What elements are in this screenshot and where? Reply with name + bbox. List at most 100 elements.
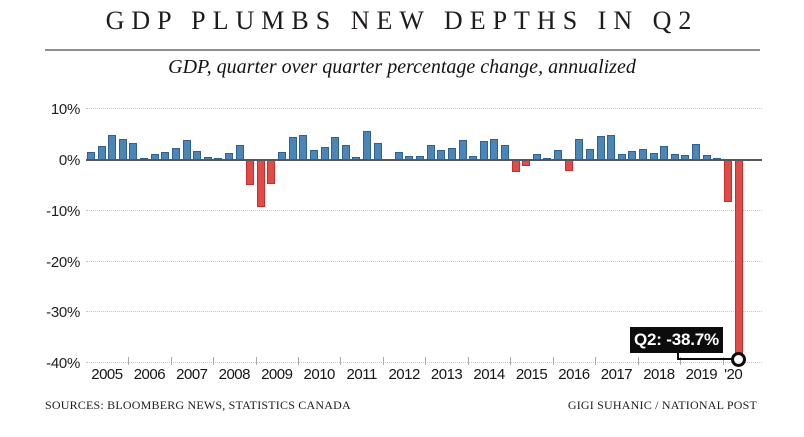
bar-2018-q1 <box>638 149 647 160</box>
x-axis-year-label: 2005 <box>91 366 123 383</box>
bar-2011-q4 <box>373 143 382 160</box>
bar-2008-q4 <box>246 160 255 185</box>
y-axis-label: -20% <box>46 253 80 271</box>
bar-2019-q2 <box>692 143 701 160</box>
year-tick <box>213 357 215 365</box>
bar-2005-q3 <box>108 134 117 160</box>
gridline <box>86 209 762 211</box>
bar-2009-q1 <box>256 160 265 207</box>
y-axis-label: -10% <box>46 202 80 220</box>
x-axis-year-label: '20 <box>724 366 743 383</box>
bar-2014-q1 <box>469 155 478 160</box>
bar-2017-q2 <box>607 135 616 160</box>
x-axis-year-label: 2016 <box>558 366 590 383</box>
zero-axis-line <box>86 158 762 161</box>
x-axis-year-label: 2011 <box>346 366 378 383</box>
bar-2009-q4 <box>288 136 297 160</box>
year-tick <box>510 357 512 365</box>
bar-2014-q3 <box>490 138 499 160</box>
bar-2010-q1 <box>299 135 308 160</box>
bar-2006-q1 <box>129 143 138 160</box>
bar-2010-q2 <box>309 149 318 160</box>
bar-2019-q3 <box>702 154 711 160</box>
bar-2017-q3 <box>617 153 626 160</box>
bar-2006-q4 <box>161 151 170 160</box>
gridline <box>86 311 762 313</box>
y-axis-label: -40% <box>46 355 80 373</box>
x-axis-year-label: 2012 <box>388 366 420 383</box>
x-axis-year-label: 2019 <box>685 366 718 383</box>
year-tick <box>680 357 682 365</box>
bar-2016-q2 <box>564 160 573 171</box>
x-axis-year-label: 2009 <box>261 366 293 383</box>
year-tick <box>382 357 384 365</box>
x-axis-year-label: 2010 <box>303 366 336 383</box>
bar-2013-q4 <box>458 139 467 160</box>
bar-2005-q1 <box>87 151 95 160</box>
x-axis-year-label: 2015 <box>515 366 548 383</box>
year-tick <box>637 357 639 365</box>
title-divider <box>45 49 760 51</box>
bar-2013-q3 <box>447 147 456 160</box>
bar-2014-q4 <box>500 145 509 160</box>
year-tick <box>340 357 342 365</box>
x-axis-year-label: 2008 <box>218 366 251 383</box>
x-axis-year-label: 2006 <box>133 366 166 383</box>
footer-sources: SOURCES: BLOOMBERG NEWS, STATISTICS CANA… <box>45 398 351 412</box>
x-axis-year-label: 2018 <box>643 366 675 383</box>
y-axis-label: 10% <box>50 101 80 119</box>
x-axis-year-label: 2017 <box>600 366 633 383</box>
gridline <box>86 260 762 262</box>
bar-2018-q4 <box>670 153 679 160</box>
bar-2015-q1 <box>511 160 520 173</box>
bar-2008-q3 <box>235 145 244 160</box>
callout-connector-horizontal <box>677 358 734 360</box>
bar-2018-q2 <box>649 152 658 160</box>
bar-2016-q1 <box>554 149 563 160</box>
bar-2017-q4 <box>628 150 637 160</box>
bar-2018-q3 <box>660 146 669 160</box>
chart-subtitle: GDP, quarter over quarter percentage cha… <box>168 56 636 78</box>
bar-2007-q3 <box>193 150 202 160</box>
bar-2013-q1 <box>426 145 435 160</box>
bar-2013-q2 <box>437 149 446 160</box>
bar-2010-q4 <box>331 137 340 160</box>
bar-2011-q1 <box>341 145 350 160</box>
bar-2011-q3 <box>362 131 371 160</box>
x-axis-year-label: 2013 <box>430 366 463 383</box>
year-tick <box>595 357 597 365</box>
bar-2020-q1 <box>723 160 732 202</box>
bar-2012-q4 <box>416 155 425 160</box>
y-axis-label: -30% <box>46 304 80 322</box>
callout-connector-vertical <box>677 353 679 360</box>
bar-2006-q3 <box>150 154 159 160</box>
year-tick <box>467 357 469 365</box>
bar-2020-q2 <box>734 160 743 357</box>
bar-2016-q3 <box>575 139 584 160</box>
gridline <box>86 362 762 364</box>
bar-2012-q3 <box>405 155 414 160</box>
callout-circle-marker <box>731 352 746 367</box>
x-axis-year-label: 2014 <box>473 366 505 383</box>
year-tick <box>297 357 299 365</box>
bar-2014-q2 <box>479 140 488 160</box>
bar-2008-q2 <box>224 152 233 160</box>
footer-credit: GIGI SUHANIC / NATIONAL POST <box>567 398 757 412</box>
bar-2015-q3 <box>532 153 541 160</box>
bar-2009-q2 <box>267 160 276 184</box>
chart-title: GDP PLUMBS NEW DEPTHS IN Q2 <box>105 6 699 35</box>
gridline <box>86 108 762 110</box>
bar-2007-q2 <box>182 140 191 160</box>
year-tick <box>425 357 427 365</box>
bar-2017-q1 <box>596 136 605 160</box>
x-axis-year-label: 2007 <box>176 366 208 383</box>
bar-2012-q2 <box>394 151 403 160</box>
bar-2016-q4 <box>585 148 594 160</box>
year-tick <box>552 357 554 365</box>
bar-2005-q2 <box>97 145 106 160</box>
year-tick <box>722 357 724 365</box>
year-tick <box>255 357 257 365</box>
callout-annotation: Q2: -38.7% <box>630 327 723 353</box>
bar-2005-q4 <box>118 139 127 160</box>
